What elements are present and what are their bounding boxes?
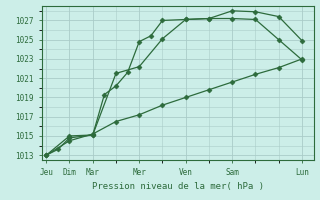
X-axis label: Pression niveau de la mer( hPa ): Pression niveau de la mer( hPa ) bbox=[92, 182, 264, 191]
